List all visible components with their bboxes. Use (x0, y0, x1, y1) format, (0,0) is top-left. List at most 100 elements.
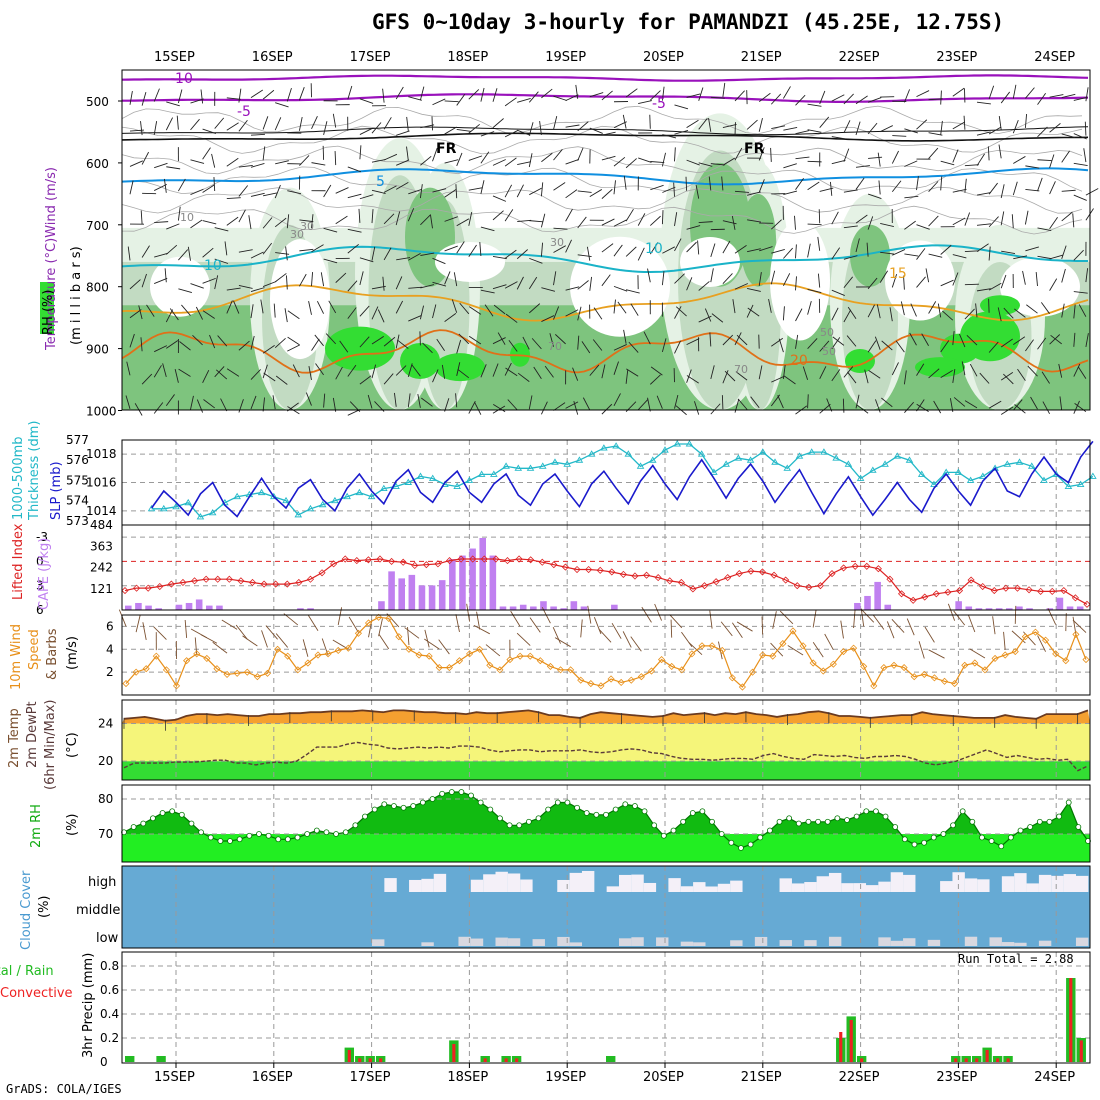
wind-barb (432, 147, 438, 162)
wind-barb (202, 147, 211, 160)
wind-barb (695, 184, 700, 199)
wind-barb (847, 371, 857, 384)
wind-barb (856, 404, 869, 414)
wind-barb (942, 310, 954, 321)
cloud-low-bar (1075, 937, 1089, 946)
cloud-tick-label: middle (76, 903, 120, 918)
wind-barb (456, 241, 465, 254)
wind-barb-10m (670, 619, 673, 638)
wind-barb (347, 228, 362, 233)
wind-barb (166, 223, 180, 230)
precip-convective-bar (504, 1058, 508, 1062)
wind-barb (734, 332, 742, 346)
rh-point (1065, 799, 1072, 806)
wind-barb-10m (840, 620, 844, 639)
wind-barb-10m (424, 638, 440, 650)
rh-point (892, 824, 899, 830)
wind-barb (807, 160, 822, 163)
wind-barb (480, 87, 485, 102)
wind-barb-10m (321, 638, 329, 656)
li-point (712, 578, 720, 586)
wind-barb (577, 216, 587, 229)
cloud-high-bar (409, 879, 422, 892)
wind-barb (154, 345, 168, 353)
wind-barb (395, 334, 400, 349)
wind-speed-point (172, 682, 181, 690)
wind-barb (807, 181, 820, 191)
rh-dry-pocket (1000, 256, 1080, 317)
wind-barb (347, 166, 362, 173)
wind-speed-point (506, 656, 514, 664)
cape-bar (1076, 606, 1084, 610)
wind-speed-point (971, 659, 979, 667)
rh-point (911, 841, 918, 848)
li-point (782, 576, 790, 584)
thickness-point (771, 458, 779, 465)
rh-point (930, 834, 937, 841)
cloud-low-bar (458, 936, 471, 946)
wind-barb (371, 189, 386, 194)
wind-barb (961, 361, 966, 376)
wind-barb (1049, 278, 1058, 291)
wind-barb (891, 150, 899, 164)
wind-barb (928, 98, 943, 101)
temp-contour-15 (121, 282, 1089, 322)
wind-barb-10m (669, 614, 683, 629)
wind-barb (396, 159, 410, 166)
cape-bar (1056, 597, 1064, 610)
cloud-high-bar (779, 878, 792, 892)
rh-point (207, 834, 214, 841)
wind-barb (601, 243, 614, 253)
wind-barb (179, 341, 191, 351)
wind-barb (248, 215, 252, 230)
wind-barb-10m (1047, 608, 1057, 625)
wind-barb (807, 129, 822, 133)
thickness-tick-label: 574 (66, 494, 89, 508)
wind-barb (129, 279, 141, 290)
rh-dry-pocket (270, 239, 330, 360)
wind-barb (286, 275, 288, 290)
wind-barb (165, 117, 173, 131)
wind-barb (226, 216, 239, 226)
cape-bar (175, 604, 183, 610)
thickness-point (490, 470, 498, 477)
wind-barb (166, 244, 178, 255)
wind-barb (504, 209, 514, 222)
wind-barb (831, 211, 839, 225)
wind-speed-point (870, 682, 878, 690)
wind-barb (529, 220, 544, 223)
wind-barb (988, 126, 1002, 135)
li-point (654, 574, 662, 582)
wind-speed-point (162, 666, 170, 674)
wind-barb (190, 159, 205, 164)
wind-barb (577, 306, 582, 321)
rh-point (776, 818, 783, 825)
wind-barb (141, 92, 147, 106)
wind-barb (565, 94, 579, 102)
wind-barb (711, 313, 724, 323)
wind-barb-10m (378, 633, 390, 650)
wind-barb (747, 219, 761, 223)
li-point (1002, 584, 1010, 592)
cloud-high-bar (693, 882, 706, 892)
wind-barb (770, 219, 782, 230)
chart-title: GFS 0~10day 3-hourly for PAMANDZI (45.25… (372, 10, 1005, 34)
wind-barb (771, 337, 784, 347)
wind-barb (819, 340, 830, 352)
wind-barb (308, 366, 312, 380)
wind-barb (125, 395, 131, 410)
wind-barb (146, 304, 155, 317)
wind-tick-label: 2 (106, 665, 114, 679)
wind-barb (891, 273, 898, 288)
thickness-point (832, 454, 840, 461)
cloud-high-bar (606, 886, 620, 892)
li-point (1025, 586, 1033, 594)
wind-barb (928, 301, 937, 314)
thickness-point (563, 460, 571, 467)
wind-barb (285, 246, 288, 261)
wind-barb (190, 283, 204, 289)
wind-barb (625, 88, 638, 98)
wind-barb (408, 96, 422, 101)
wind-barb (274, 184, 281, 199)
wind-barb (492, 118, 504, 128)
